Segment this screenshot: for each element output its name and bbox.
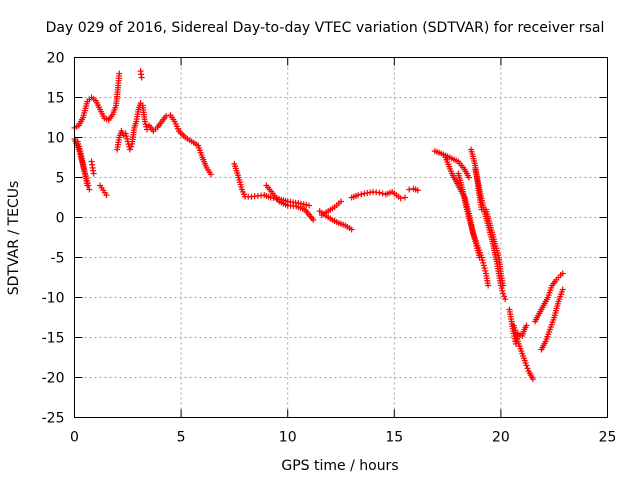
data-point [338,198,344,205]
data-point [84,182,91,189]
data-point [90,170,97,177]
data-point [358,191,365,198]
data-point [207,171,214,178]
grid-lines [74,57,608,418]
data-point [376,189,383,196]
data-point [524,365,531,372]
data-point [482,267,489,274]
data-point [481,265,488,272]
y-tick-label: 15 [47,91,65,107]
data-point [500,290,507,297]
data-point [465,174,472,181]
y-tick-label: 20 [47,51,65,67]
data-point [476,254,483,261]
data-point [501,293,508,300]
data-point [348,226,355,233]
data-point [500,282,507,289]
data-point [103,192,110,199]
data-point [141,118,148,125]
data-point [502,296,509,303]
data-point [163,112,170,119]
plot-frame [74,57,608,418]
data-point [355,192,362,199]
data-point [306,202,313,209]
y-tick-label: 5 [56,171,65,187]
x-tick-label: 15 [385,430,403,446]
chart-title: Day 029 of 2016, Sidereal Day-to-day VTE… [46,20,605,36]
data-point [126,146,133,153]
data-point [122,130,129,137]
axis-ticks: 0 5 10 15 20 25 20 15 10 5 0 -5 -10 -15 -20 -25 [42,51,617,446]
data-point [559,270,566,277]
y-tick-label: -15 [42,331,65,347]
data-point [116,70,123,77]
data-point [142,121,149,128]
y-axis-label: SDTVAR / TECUs [6,181,22,296]
y-tick-label: -20 [42,371,65,387]
data-point [480,262,487,269]
x-tick-label: 5 [177,430,186,446]
data-point [127,143,134,150]
y-tick-label: -25 [42,411,65,427]
data-point [124,135,131,142]
data-point [406,186,413,193]
data-point [479,257,486,264]
x-tick-label: 10 [279,430,297,446]
data-point [480,259,487,266]
data-point [310,216,317,223]
x-axis-label: GPS time / hours [281,458,398,474]
data-points [71,68,566,383]
data-point [529,376,536,383]
y-tick-label: 0 [56,211,65,227]
data-point [123,133,130,140]
data-point [379,190,386,197]
data-point [414,187,421,194]
y-tick-label: -5 [51,251,65,267]
data-point [499,287,506,294]
data-point [401,194,408,201]
data-point [523,322,530,329]
data-point [397,195,404,202]
x-tick-label: 0 [70,430,79,446]
data-point [559,286,566,293]
data-point [86,186,93,193]
y-tick-label: 10 [47,131,65,147]
data-point [138,74,145,81]
data-point [523,362,530,369]
x-tick-label: 20 [492,430,510,446]
x-tick-label: 25 [599,430,617,446]
data-point [485,282,492,289]
y-tick-label: -10 [42,291,65,307]
